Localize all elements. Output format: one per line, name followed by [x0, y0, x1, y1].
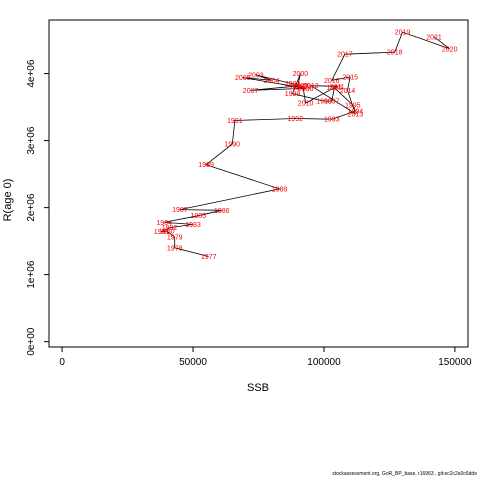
y-tick-label: 2e+06	[26, 193, 37, 222]
point-label: 2015	[342, 75, 358, 82]
point-label: 2014	[340, 88, 356, 95]
point-label: 1994	[348, 109, 364, 116]
y-tick-label: 1e+06	[26, 260, 37, 289]
point-label: 1980	[159, 229, 175, 236]
point-label: 1997	[324, 99, 340, 106]
point-label: 2008	[293, 83, 309, 90]
point-label: 2002	[285, 81, 301, 88]
point-label: 1986	[214, 208, 230, 215]
x-axis-title: SSB	[247, 382, 269, 394]
point-label: 2010	[298, 101, 314, 108]
point-label: 1999	[285, 91, 301, 98]
point-label: 1993	[324, 117, 340, 124]
point-label: 1977	[201, 254, 217, 261]
point-label: 1991	[227, 118, 243, 125]
plot-box	[48, 19, 469, 348]
point-label: 2006	[298, 86, 314, 93]
point-label: 2004	[264, 78, 280, 85]
point-label: 1982	[162, 225, 178, 232]
point-label: 1990	[225, 142, 241, 149]
point-label: 2011	[330, 84, 345, 91]
point-label: 1979	[167, 235, 183, 242]
point-label: 2013	[348, 111, 364, 118]
point-label: 1995	[345, 103, 361, 110]
point-label: 1978	[167, 245, 183, 252]
point-label: 2009	[295, 85, 311, 92]
x-tick-label: 150000	[438, 357, 472, 368]
x-tick-label: 0	[59, 357, 65, 368]
point-label: 2017	[337, 52, 353, 59]
point-label: 1983	[185, 222, 201, 229]
point-label: 2019	[395, 30, 411, 37]
point-label: 2012	[303, 83, 319, 90]
point-label: 1998	[316, 99, 332, 106]
point-label: 1989	[198, 162, 214, 169]
point-label: 1988	[272, 186, 288, 193]
y-tick-label: 0e+00	[26, 327, 37, 356]
point-label: 2020	[442, 46, 458, 53]
point-label: 2001	[290, 84, 306, 91]
point-label: 1981	[154, 229, 170, 236]
point-label: 2007	[243, 88, 259, 95]
x-tick-label: 100000	[307, 357, 341, 368]
point-label: 1984	[156, 220, 172, 227]
y-tick-label: 4e+06	[26, 59, 37, 88]
y-axis: 0e+00 1e+06 2e+06 3e+06 4e+06	[26, 59, 49, 356]
point-label: 2000	[293, 71, 309, 78]
point-label: 2021	[426, 34, 442, 41]
y-axis-title: R(age 0)	[2, 179, 14, 222]
point-label: 2005	[235, 75, 251, 82]
footer-credit: stockassessment.org, GoR_BP_base, r16963…	[332, 471, 477, 477]
x-axis: 0 50000 100000 150000	[59, 347, 472, 368]
point-label: 1987	[172, 207, 188, 214]
point-label: 2003	[248, 72, 264, 79]
x-tick-label: 50000	[179, 357, 207, 368]
point-label: 1992	[287, 116, 303, 123]
series-line	[161, 31, 450, 257]
point-label: 2016	[324, 78, 340, 85]
point-label: 1996	[327, 85, 343, 92]
point-label: 2018	[387, 50, 403, 57]
y-tick-label: 3e+06	[26, 126, 37, 155]
point-label: 1985	[191, 213, 207, 220]
